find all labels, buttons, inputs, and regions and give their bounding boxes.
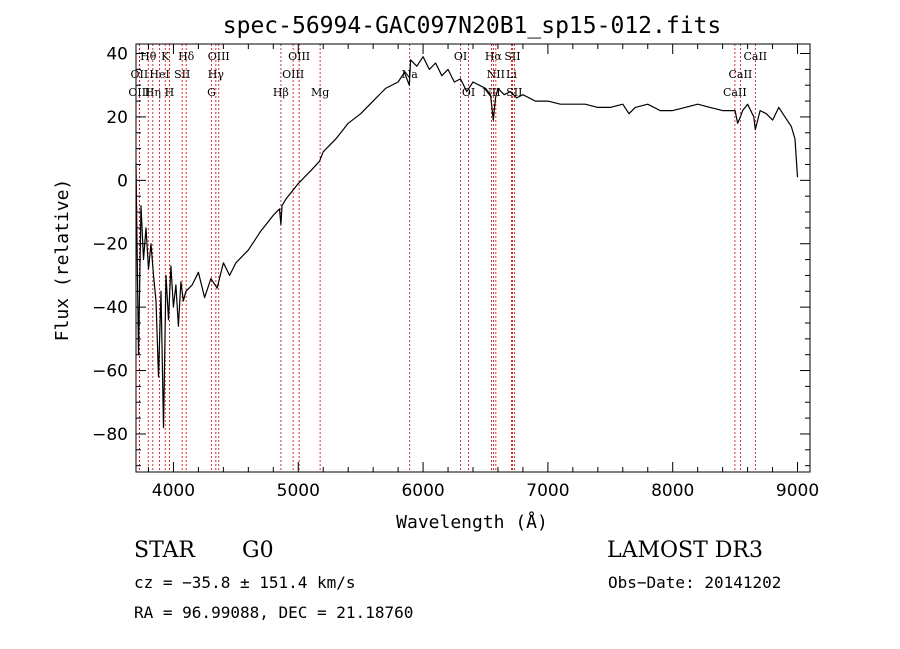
observation-date: Obs−Date: 20141202 [608,573,782,592]
line-marker-label: CaII [723,86,747,99]
x-tick-label: 8000 [651,481,694,501]
line-marker-label: CaII [743,50,767,63]
line-marker-label: OIII [282,68,304,81]
line-marker-label: SII [504,50,520,63]
line-marker-label: HeI [149,68,169,81]
line-marker-label: SII [506,86,522,99]
x-tick-label: 9000 [776,481,819,501]
object-subclass: G0 [242,538,274,563]
coordinates: RA = 96.99088, DEC = 21.18760 [134,603,414,622]
spectrum-line [135,56,799,429]
line-marker-label: Li [506,68,517,81]
line-marker-label: OIII [128,86,150,99]
line-marker-label: Hα [485,50,503,63]
plot-frame [135,43,811,473]
x-axis-ticks: 4000 5000 6000 7000 8000 9000 [147,44,819,501]
line-marker-label: Hβ [273,86,289,99]
y-tick-label: −40 [92,298,128,318]
redshift-velocity: cz = −35.8 ± 151.4 km/s [134,573,356,592]
object-class: STAR [134,538,195,563]
y-axis-ticks: 40 20 0 −20 −40 −60 −80 [92,45,810,467]
y-tick-label: 0 [117,171,128,191]
line-marker-label: Hδ [178,50,195,63]
line-marker-label: SII [174,68,190,81]
line-marker-lines [138,44,756,472]
chart-title: spec-56994-GAC097N20B1_sp15-012.fits [223,13,722,39]
x-axis-label: Wavelength (Å) [396,511,548,533]
line-marker-label: K [161,50,170,63]
line-marker-label: NII [487,68,505,81]
x-tick-label: 4000 [152,481,195,501]
survey-name: LAMOST DR3 [607,538,763,563]
line-marker-label: OI [454,50,467,63]
line-marker-label: G [207,86,216,99]
y-axis-label: Flux (relative) [52,179,73,342]
line-marker-label: Hη [145,86,161,99]
y-tick-label: 20 [106,108,128,128]
line-marker-label: OIII [288,50,310,63]
y-tick-label: −80 [92,425,128,445]
line-marker-label: Hγ [208,68,225,81]
x-tick-label: 6000 [401,481,444,501]
y-tick-label: −20 [92,235,128,255]
x-tick-label: 5000 [277,481,320,501]
x-tick-label: 7000 [526,481,569,501]
line-marker-label: OII [131,68,149,81]
y-tick-label: 40 [106,45,128,65]
line-marker-label: Mg [311,86,329,99]
line-marker-label: CaII [729,68,753,81]
y-tick-label: −60 [92,362,128,382]
line-marker-label: OIII [208,50,230,63]
line-marker-label: H [165,86,175,99]
line-marker-label: Hθ [140,50,157,63]
